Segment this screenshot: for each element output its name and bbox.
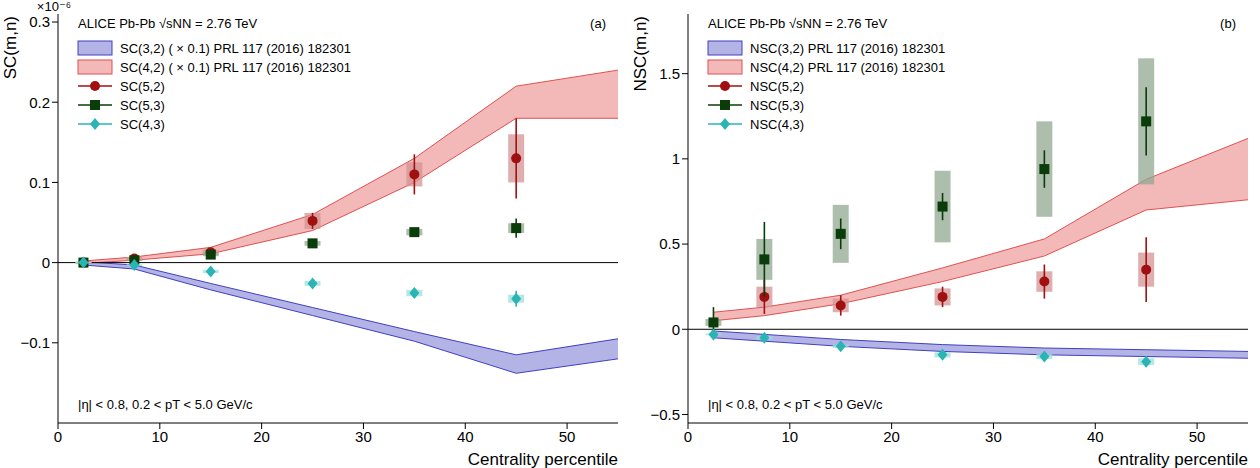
svg-text:0.5: 0.5	[659, 235, 680, 252]
svg-text:|η| < 0.8, 0.2 < pT < 5.0 GeV/: |η| < 0.8, 0.2 < pT < 5.0 GeV/c	[708, 397, 883, 412]
svg-text:SC(5,2): SC(5,2)	[120, 79, 165, 94]
svg-text:NSC(3,2) PRL 117 (2016) 182301: NSC(3,2) PRL 117 (2016) 182301	[750, 41, 945, 56]
svg-text:|η| < 0.8, 0.2 < pT < 5.0 GeV/: |η| < 0.8, 0.2 < pT < 5.0 GeV/c	[78, 397, 253, 412]
svg-text:20: 20	[883, 428, 900, 445]
svg-text:SC(3,2) ( × 0.1) PRL 117 (2016: SC(3,2) ( × 0.1) PRL 117 (2016) 182301	[120, 41, 351, 56]
svg-text:SC(4,3): SC(4,3)	[120, 117, 165, 132]
svg-text:×10⁻⁶: ×10⁻⁶	[37, 0, 71, 14]
svg-text:0.3: 0.3	[29, 13, 50, 30]
svg-text:40: 40	[457, 428, 474, 445]
svg-text:NSC(m,n): NSC(m,n)	[631, 16, 650, 92]
svg-text:−0.5: −0.5	[650, 406, 680, 423]
svg-text:0: 0	[54, 428, 62, 445]
svg-text:NSC(5,2): NSC(5,2)	[750, 79, 804, 94]
svg-text:(b): (b)	[1220, 16, 1236, 31]
svg-text:0.1: 0.1	[29, 174, 50, 191]
svg-text:(a): (a)	[590, 16, 606, 31]
svg-text:NSC(4,2) PRL 117 (2016) 182301: NSC(4,2) PRL 117 (2016) 182301	[750, 60, 945, 75]
svg-text:40: 40	[1087, 428, 1104, 445]
svg-text:20: 20	[253, 428, 270, 445]
svg-text:50: 50	[1189, 428, 1206, 445]
svg-text:10: 10	[151, 428, 168, 445]
svg-text:1: 1	[672, 150, 680, 167]
svg-text:10: 10	[781, 428, 798, 445]
svg-text:0: 0	[684, 428, 692, 445]
svg-text:Centrality percentile: Centrality percentile	[1098, 450, 1248, 468]
svg-text:50: 50	[559, 428, 576, 445]
svg-text:SC(m,n): SC(m,n)	[8, 16, 20, 79]
svg-text:0: 0	[42, 254, 50, 271]
svg-text:NSC(5,3): NSC(5,3)	[750, 98, 804, 113]
svg-text:SC(4,2) ( × 0.1) PRL 117 (2016: SC(4,2) ( × 0.1) PRL 117 (2016) 182301	[120, 60, 351, 75]
svg-text:NSC(4,3): NSC(4,3)	[750, 117, 804, 132]
svg-text:ALICE Pb-Pb √sNN = 2.76 TeV: ALICE Pb-Pb √sNN = 2.76 TeV	[78, 16, 258, 31]
svg-text:0.2: 0.2	[29, 94, 50, 111]
svg-text:30: 30	[355, 428, 372, 445]
svg-text:ALICE Pb-Pb √sNN = 2.76 TeV: ALICE Pb-Pb √sNN = 2.76 TeV	[708, 16, 888, 31]
svg-text:1.5: 1.5	[659, 65, 680, 82]
svg-text:Centrality percentile: Centrality percentile	[468, 450, 618, 468]
svg-text:0: 0	[672, 321, 680, 338]
svg-text:−0.1: −0.1	[20, 334, 50, 351]
svg-text:30: 30	[985, 428, 1002, 445]
svg-text:SC(5,3): SC(5,3)	[120, 98, 165, 113]
